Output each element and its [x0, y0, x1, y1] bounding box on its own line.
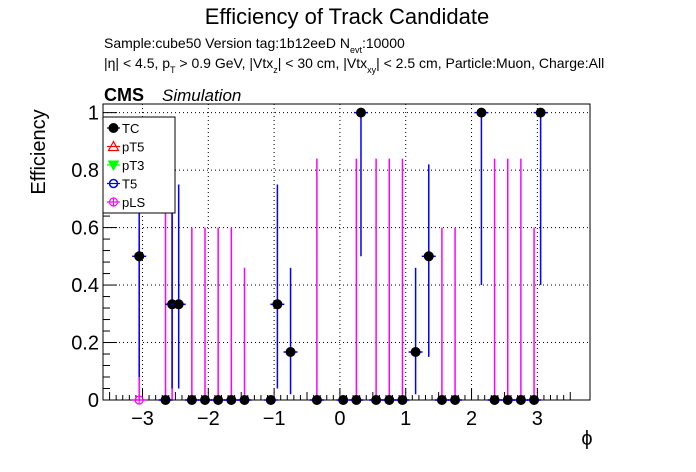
data-points — [132, 107, 548, 405]
y-tick-label: 0 — [88, 390, 99, 412]
point-tc — [213, 395, 224, 405]
point-tc — [384, 395, 395, 405]
cms-label: CMS — [104, 85, 144, 105]
y-axis-label: Efficiency — [28, 109, 50, 194]
point-tc — [338, 395, 349, 405]
chart-title: Efficiency of Track Candidate — [205, 4, 490, 29]
point-tc — [285, 347, 296, 358]
point-tc — [239, 395, 250, 405]
point-tc — [423, 251, 434, 262]
legend-label-t5: T5 — [122, 177, 137, 192]
x-axis-label: ϕ — [581, 428, 592, 450]
subtitle-line-2-part: | < 2.5 cm, Particle:Muon, Charge:All — [376, 55, 604, 71]
subtitle-line-1-text: Sample:cube50 Version tag:1b12eeD N — [104, 35, 350, 51]
y-tick-label: 1 — [88, 103, 99, 125]
y-tick-label: 0.2 — [71, 333, 99, 355]
point-tc — [410, 347, 421, 358]
legend-label-pt3: pT3 — [122, 158, 144, 173]
point-tc — [515, 395, 526, 405]
legend-label-tc: TC — [122, 121, 139, 136]
subtitle-line-2-part: > 0.9 GeV, |Vtx — [176, 55, 274, 71]
subtitle-line-1: Sample:cube50 Version tag:1b12eeD Nevt:1… — [104, 35, 405, 55]
point-tc — [265, 395, 276, 405]
subtitle-line-1-tail: :10000 — [362, 35, 405, 51]
subtitle-line-2-part: z — [273, 65, 278, 75]
series-pls — [132, 158, 542, 405]
point-tc — [200, 395, 211, 405]
point-tc — [502, 395, 513, 405]
point-tc — [134, 251, 145, 262]
legend: TC pT5 pT3 T5 pLS — [102, 116, 176, 214]
point-tc — [436, 395, 447, 405]
legend-label-pt5: pT5 — [122, 140, 144, 155]
subtitle-line-2-part: |η| < 4.5, p — [104, 55, 170, 71]
subtitle-line-2-part: xy — [367, 65, 377, 75]
x-tick-label: 2 — [466, 408, 477, 430]
subtitle-line-2: |η| < 4.5, pT > 0.9 GeV, |Vtxz| < 30 cm,… — [104, 55, 604, 75]
point-tc — [489, 395, 500, 405]
point-tc — [450, 395, 461, 405]
x-tick-label: −2 — [197, 408, 220, 430]
y-tick-label: 0.6 — [71, 218, 99, 240]
point-tc — [173, 299, 184, 310]
simulation-label: Simulation — [162, 86, 241, 105]
grid-lines — [103, 104, 590, 400]
point-pls — [134, 395, 144, 405]
point-tc — [226, 395, 237, 405]
legend-marker-tc — [108, 123, 119, 133]
y-tick-label: 0.8 — [71, 160, 99, 182]
x-tick-label: 0 — [334, 408, 345, 430]
point-tc — [272, 299, 283, 310]
legend-marker-pls — [108, 197, 119, 207]
y-tick-label: 0.4 — [71, 275, 99, 297]
point-tc — [535, 107, 546, 118]
x-tick-label: −1 — [263, 408, 286, 430]
point-tc — [355, 107, 366, 118]
legend-marker-t5 — [108, 178, 119, 189]
subtitle-line-2-part: | < 30 cm, |Vtx — [278, 55, 367, 71]
point-tc — [397, 395, 408, 405]
subtitle-line-1-sub: evt — [350, 45, 363, 55]
legend-marker-pt3 — [107, 160, 120, 172]
point-tc — [311, 395, 322, 405]
point-tc — [186, 395, 197, 405]
point-tc — [351, 395, 362, 405]
legend-label-pls: pLS — [122, 195, 145, 210]
point-tc — [371, 395, 382, 405]
subtitle-line-2-part: T — [170, 65, 176, 75]
point-tc — [160, 395, 171, 405]
legend-marker-pt5 — [107, 140, 120, 152]
x-tick-label: −3 — [131, 408, 154, 430]
point-tc — [476, 107, 487, 118]
x-tick-label: 1 — [400, 408, 411, 430]
point-tc — [529, 395, 540, 405]
x-tick-label: 3 — [532, 408, 543, 430]
plot-frame — [102, 103, 591, 401]
